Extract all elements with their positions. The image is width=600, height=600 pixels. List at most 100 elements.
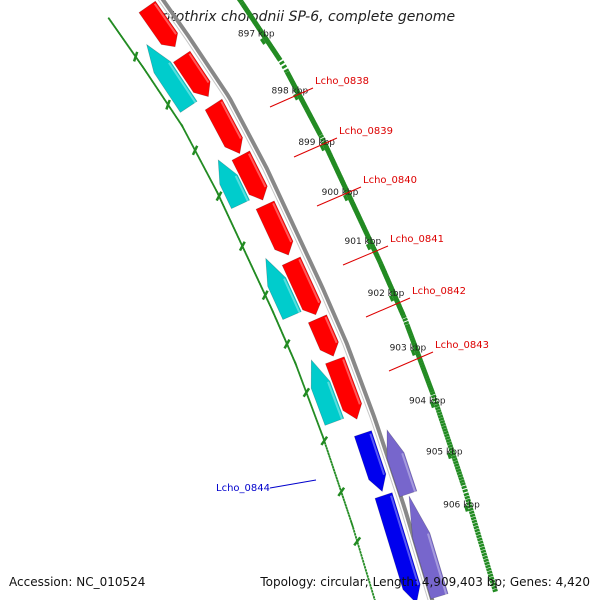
ruler-dot	[286, 72, 292, 78]
ruler-tick	[430, 401, 435, 409]
ruler-dot	[401, 314, 407, 320]
ruler-dot	[191, 145, 195, 149]
gene-features[interactable]	[138, 0, 449, 600]
highlight-reverse-arrow	[408, 495, 449, 600]
ruler-dot	[308, 401, 312, 405]
ruler-dot	[290, 81, 297, 86]
ruler-dot	[204, 168, 207, 172]
ruler-dot	[446, 441, 453, 446]
ruler-dot	[408, 334, 415, 340]
ruler-dot	[449, 449, 455, 454]
ruler-dot	[315, 419, 319, 423]
ruler-dot	[366, 574, 369, 578]
genes-label: Genes:	[509, 575, 552, 589]
cds-reverse-arrow	[217, 159, 250, 210]
ruler-dot	[491, 585, 498, 590]
gene-label[interactable]: Lcho_0838	[315, 76, 369, 87]
length-label: Length:	[372, 575, 419, 589]
ruler-dot	[423, 373, 429, 378]
ruler-dot	[307, 396, 310, 401]
ruler-dot	[466, 501, 472, 506]
cds-forward-arrow-shine	[188, 53, 210, 84]
ruler-dot	[458, 476, 464, 481]
gene-label-leader	[269, 87, 314, 108]
ruler-dot	[365, 571, 369, 575]
cds-reverse-arrow-shine	[327, 381, 344, 422]
ruler-dot	[467, 504, 473, 509]
ruler-dot	[473, 525, 480, 530]
gene-label[interactable]: Lcho_0840	[363, 175, 417, 186]
ruler-tick-label: 903 kbp	[390, 344, 427, 354]
ruler-dot	[407, 330, 413, 335]
ruler-dot	[453, 460, 459, 465]
ruler-dot	[419, 364, 426, 369]
ruler-dot	[317, 423, 320, 428]
cds-reverse-arrow-shine	[168, 62, 198, 105]
ruler-dot	[281, 64, 288, 70]
outer-ruler-tick	[337, 486, 346, 497]
ruler-dot	[314, 417, 318, 421]
ruler-dot	[481, 552, 488, 557]
ruler-dot	[315, 129, 322, 135]
ruler-dot	[457, 473, 464, 478]
ruler-tick-label: 900 kbp	[322, 188, 359, 198]
ruler-dot	[301, 381, 305, 385]
gene-label[interactable]: Lcho_0844	[216, 483, 270, 494]
ruler-dot	[295, 365, 299, 369]
ruler-dot	[484, 561, 490, 566]
ruler-tick	[447, 452, 452, 460]
ruler-dot	[328, 454, 331, 459]
ruler-dot	[441, 425, 447, 430]
ruler-dot	[288, 77, 294, 82]
ruler-dot	[188, 139, 192, 143]
ruler-dot	[475, 531, 481, 536]
ruler-tick	[365, 243, 372, 251]
ruler-dot	[326, 449, 329, 453]
highlight-cds-arrow-shine	[390, 495, 420, 586]
ruler-dot	[305, 110, 312, 116]
gene-label[interactable]: Lcho_0843	[435, 340, 489, 351]
accession-info: Accession: NC_010524	[9, 575, 145, 589]
cds-forward-arrow	[172, 50, 211, 98]
ruler-dot	[324, 444, 328, 448]
ruler-dot	[426, 382, 433, 387]
gene-label-leader	[293, 137, 338, 158]
gene-label[interactable]: Lcho_0842	[412, 286, 466, 297]
ruler-dot	[353, 532, 357, 536]
ruler-dot	[310, 405, 314, 410]
cds-reverse-arrow-shine	[283, 278, 301, 315]
ruler-dot	[442, 427, 448, 433]
gene-labels[interactable]: Lcho_0838 Lcho_0839 Lcho_0840 Lcho_0841 Lcho…	[216, 76, 489, 494]
ruler-dot	[298, 374, 302, 378]
gene-label[interactable]: Lcho_0841	[390, 234, 444, 245]
ruler-dot	[334, 473, 338, 477]
ruler-dot	[423, 375, 430, 380]
ruler-dot	[196, 153, 200, 158]
ruler-dot	[471, 519, 478, 524]
ruler-dot	[430, 394, 437, 399]
ruler-dot	[316, 421, 320, 425]
ruler-dot	[327, 452, 330, 456]
ruler-dot	[207, 174, 211, 179]
cds-forward-arrow-shine	[153, 3, 177, 35]
ruler-dot	[312, 410, 315, 414]
ruler-tick-label: 899 kbp	[298, 138, 335, 148]
ruler-dot	[465, 498, 471, 503]
ruler-dot	[483, 558, 489, 563]
ruler-dot	[436, 411, 443, 416]
ruler-tick-label: 898 kbp	[272, 87, 309, 97]
ruler-dot	[189, 141, 193, 145]
ruler-dot	[320, 137, 326, 142]
ruler-dot	[369, 583, 372, 587]
ruler-tick	[388, 295, 395, 302]
ruler-dot	[349, 519, 353, 523]
gene-label[interactable]: Lcho_0839	[339, 126, 393, 137]
ruler-dot	[283, 68, 290, 74]
ruler-dot	[239, 0, 245, 6]
highlight-cds-arrow	[374, 492, 421, 600]
ruler-dot	[352, 529, 356, 533]
ruler-dot	[298, 96, 304, 101]
ruler-dot	[454, 465, 461, 470]
genome-summary: Topology: circular; Length: 4,909,403 bp…	[260, 575, 590, 589]
